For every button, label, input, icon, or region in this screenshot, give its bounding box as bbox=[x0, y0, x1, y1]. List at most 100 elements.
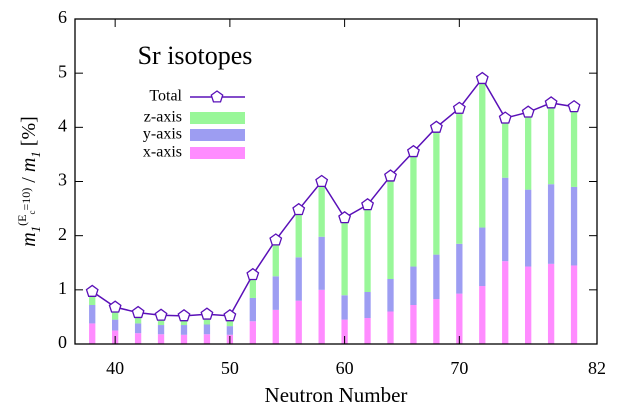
total-marker bbox=[131, 305, 145, 319]
bar-segment bbox=[502, 261, 509, 344]
bar-segment bbox=[547, 184, 555, 264]
y-axis-label-part: 1 bbox=[28, 151, 43, 158]
bar-segment bbox=[547, 102, 555, 185]
bar-segment bbox=[341, 217, 348, 296]
y-axis-label-part: / bbox=[18, 172, 40, 188]
bar-segment bbox=[249, 297, 256, 322]
y-tick-label: 0 bbox=[58, 332, 67, 352]
total-marker bbox=[475, 71, 489, 85]
total-marker bbox=[406, 144, 420, 158]
bar-segment bbox=[479, 227, 486, 287]
bar-segment bbox=[226, 326, 234, 335]
y-axis-label-part: (E bbox=[15, 214, 29, 225]
total-marker bbox=[200, 307, 214, 320]
total-marker bbox=[85, 284, 99, 297]
total-marker bbox=[361, 197, 375, 211]
y-tick-label: 3 bbox=[58, 170, 67, 190]
total-marker bbox=[315, 174, 329, 188]
bar-segment bbox=[249, 274, 256, 298]
bar-segment bbox=[180, 325, 188, 335]
bar-segment bbox=[525, 266, 532, 344]
total-marker bbox=[292, 202, 306, 216]
bar-segment bbox=[341, 295, 348, 320]
total-marker bbox=[269, 233, 283, 246]
total-marker bbox=[154, 308, 168, 321]
bar-segment bbox=[318, 289, 325, 344]
bar-segment bbox=[89, 291, 96, 305]
bar-segment bbox=[547, 263, 555, 344]
bar-segment bbox=[341, 319, 348, 344]
total-marker bbox=[544, 96, 558, 109]
bar-segment bbox=[272, 276, 279, 310]
bar-segment bbox=[272, 240, 279, 277]
total-marker bbox=[338, 210, 352, 224]
bar-segment bbox=[180, 334, 188, 344]
legend-marker bbox=[210, 90, 224, 103]
bar-segment bbox=[525, 112, 532, 190]
y-axis-label-part: =10) bbox=[19, 188, 33, 211]
y-tick-label: 6 bbox=[58, 7, 67, 27]
total-marker bbox=[567, 99, 581, 113]
bar-segment bbox=[433, 127, 440, 255]
y-axis-label: m1(Ec=10) / m1 [%] bbox=[15, 116, 43, 247]
bar-segment bbox=[111, 319, 119, 331]
y-axis-label-part: 1 bbox=[28, 226, 43, 233]
bar-segment bbox=[456, 293, 463, 344]
total-marker bbox=[177, 309, 191, 322]
bar-segment bbox=[502, 118, 509, 178]
total-marker bbox=[108, 300, 122, 313]
bar-segment bbox=[318, 236, 325, 290]
bar-segment bbox=[89, 323, 96, 344]
x-axis-label: Neutron Number bbox=[265, 383, 408, 407]
legend-label: z-axis bbox=[144, 109, 182, 126]
legend-swatch bbox=[190, 112, 245, 124]
bar-segment bbox=[318, 181, 325, 237]
bar-segment bbox=[570, 186, 578, 266]
bar-segment bbox=[364, 292, 371, 318]
bar-segment bbox=[272, 309, 279, 344]
x-tick-label: 82 bbox=[588, 358, 606, 378]
bar-segment bbox=[410, 266, 417, 305]
x-tick-label: 50 bbox=[221, 358, 239, 378]
bar-segment bbox=[387, 311, 394, 344]
bar-segment bbox=[364, 204, 371, 292]
y-axis-label-part: m bbox=[18, 158, 40, 172]
bar-segment bbox=[134, 323, 142, 334]
bar-segment bbox=[410, 305, 417, 344]
y-tick-label: 1 bbox=[58, 278, 67, 298]
bar-segment bbox=[456, 243, 463, 294]
bar-segment bbox=[456, 108, 463, 244]
total-marker bbox=[246, 267, 260, 281]
bar-segment bbox=[525, 189, 532, 267]
bar-segment bbox=[364, 318, 371, 344]
total-marker bbox=[498, 111, 512, 124]
y-axis-label-part: c bbox=[27, 210, 37, 214]
y-tick-label: 2 bbox=[58, 224, 67, 244]
legend-label: y-axis bbox=[143, 126, 182, 143]
legend-swatch bbox=[190, 147, 245, 159]
bar-segment bbox=[502, 177, 509, 262]
bar-segment bbox=[295, 300, 302, 344]
legend-swatch bbox=[190, 129, 245, 141]
bar-segment bbox=[433, 299, 440, 344]
bar-segment bbox=[157, 325, 165, 335]
y-tick-label: 5 bbox=[58, 61, 67, 81]
total-marker bbox=[384, 169, 397, 182]
y-tick-label: 4 bbox=[58, 115, 67, 135]
bar-segment bbox=[570, 265, 578, 344]
bar-segment bbox=[249, 321, 256, 344]
bar-segment bbox=[295, 257, 302, 301]
bar-segment bbox=[387, 176, 394, 279]
bar-segment bbox=[387, 279, 394, 312]
x-tick-label: 60 bbox=[336, 358, 354, 378]
bar-segment bbox=[433, 254, 440, 300]
bar-segment bbox=[89, 305, 96, 324]
bar-segment bbox=[111, 307, 119, 320]
bar-segment bbox=[203, 334, 211, 344]
bar-segment bbox=[410, 151, 417, 267]
legend-label: x-axis bbox=[143, 144, 182, 161]
bar-segment bbox=[570, 106, 578, 187]
y-axis-label-part: m bbox=[18, 232, 40, 246]
annotation: Sr isotopes bbox=[138, 41, 253, 70]
